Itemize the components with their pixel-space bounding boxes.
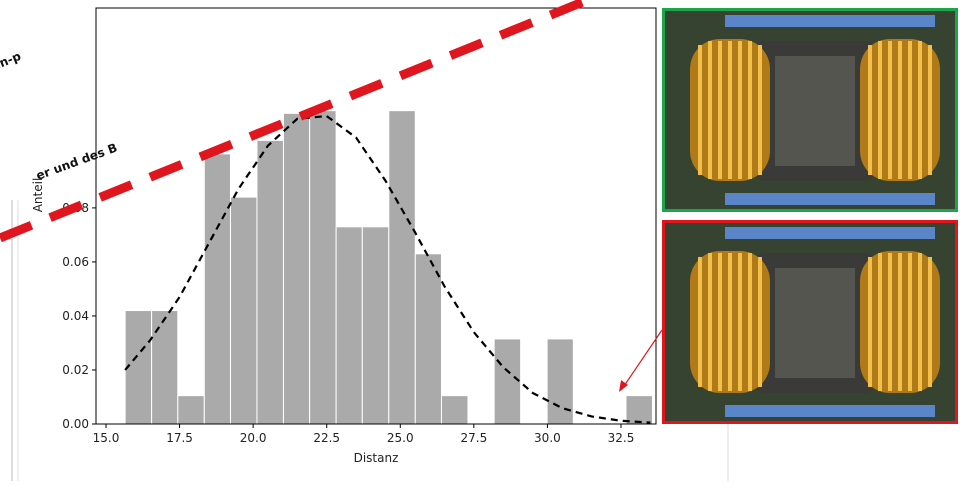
bar <box>441 396 467 424</box>
x-tick-label: 27.5 <box>460 431 487 445</box>
bar <box>257 140 283 424</box>
bar <box>125 311 151 424</box>
bar <box>626 396 652 424</box>
bar <box>230 197 256 424</box>
y-axis-label: Anteil <box>31 178 45 213</box>
bar <box>178 396 204 424</box>
y-tick-label: 0.06 <box>62 255 89 269</box>
page: {"chart_data": { "type": "histogram", "x… <box>0 0 960 481</box>
x-tick-label: 17.5 <box>166 431 193 445</box>
bar <box>204 154 230 424</box>
y-tick-label: 0.04 <box>62 309 89 323</box>
photo-ok <box>665 11 955 209</box>
bar <box>362 227 388 424</box>
bar <box>152 311 178 424</box>
x-tick-label: 22.5 <box>313 431 340 445</box>
y-tick-label: 0.00 <box>62 417 89 431</box>
bar <box>310 111 336 424</box>
bar <box>336 227 362 424</box>
x-axis-label: Distanz <box>354 451 399 465</box>
x-tick-label: 25.0 <box>387 431 414 445</box>
x-tick-label: 20.0 <box>240 431 267 445</box>
screenshot: 0.000.020.040.060.0815.017.520.022.525.0… <box>0 0 960 481</box>
x-tick-label: 30.0 <box>534 431 561 445</box>
bar <box>415 254 441 424</box>
photo-defect <box>665 223 955 421</box>
bar <box>494 339 520 424</box>
x-tick-label: 15.0 <box>93 431 120 445</box>
y-tick-label: 0.02 <box>62 363 89 377</box>
bar <box>389 111 415 424</box>
bar <box>283 113 309 424</box>
x-tick-label: 32.5 <box>608 431 635 445</box>
